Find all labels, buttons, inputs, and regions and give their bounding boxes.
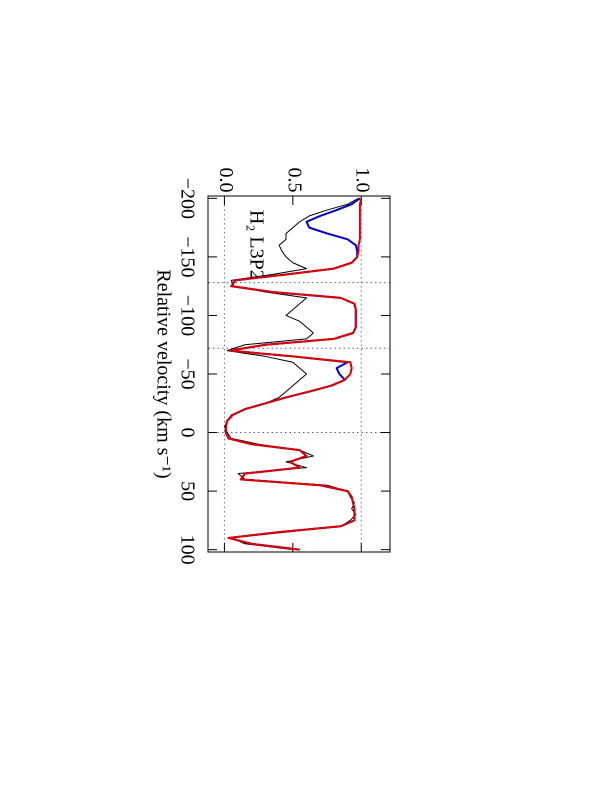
plot-frame (207, 195, 391, 553)
x-tick-label: 0 (176, 428, 198, 438)
x-tick-label: 100 (176, 535, 198, 565)
series-line (224, 198, 363, 551)
x-tick-label: −50 (176, 358, 198, 389)
y-tick-label: 0.0 (215, 168, 237, 193)
rotated-plot: Relative velocity (km s⁻¹) H₂ L3P2 −200 −… (152, 168, 391, 565)
y-tick-label: 0.5 (283, 168, 305, 193)
x-tick-label: −200 (176, 178, 198, 219)
annotation: H₂ L3P2 (245, 210, 267, 280)
y-tick-label: 1.0 (352, 168, 374, 193)
x-tick-label: 50 (176, 481, 198, 501)
x-tick-label: −100 (176, 295, 198, 336)
x-axis-title: Relative velocity (km s⁻¹) (152, 269, 174, 478)
x-tick-label: −150 (176, 236, 198, 277)
